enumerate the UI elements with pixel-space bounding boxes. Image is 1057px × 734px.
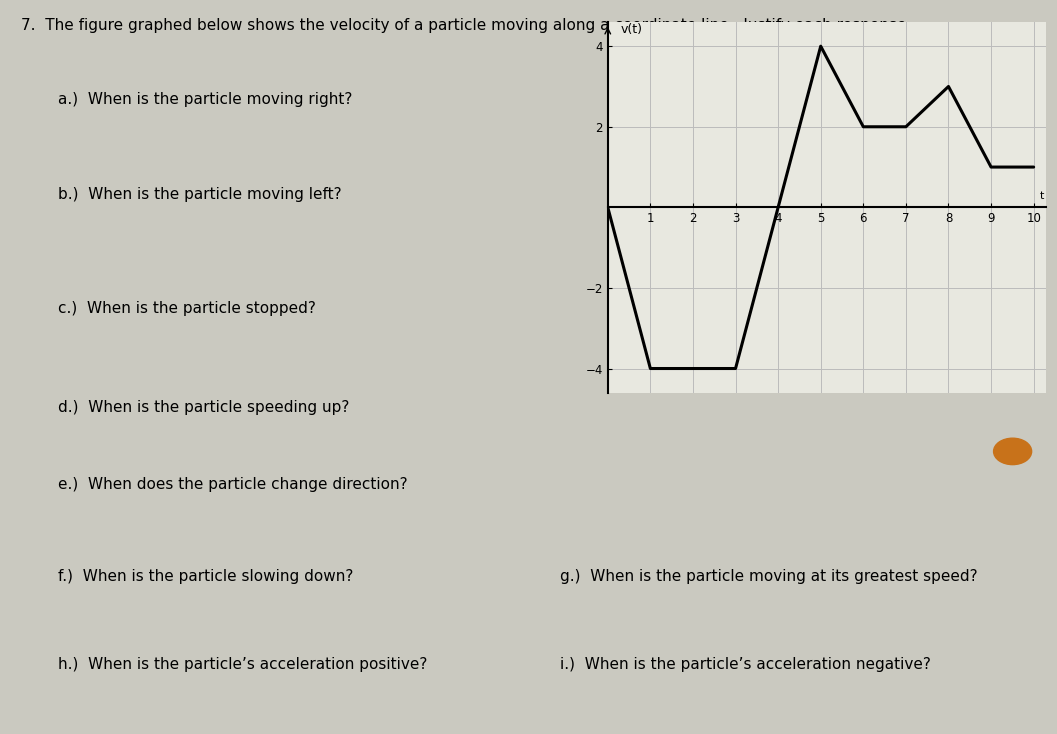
- Text: 7.  The figure graphed below shows the velocity of a particle moving along a coo: 7. The figure graphed below shows the ve…: [21, 18, 911, 33]
- Text: e.)  When does the particle change direction?: e.) When does the particle change direct…: [58, 477, 408, 492]
- Text: i.)  When is the particle’s acceleration negative?: i.) When is the particle’s acceleration …: [560, 657, 931, 672]
- Text: a.)  When is the particle moving right?: a.) When is the particle moving right?: [58, 92, 353, 106]
- Text: b.)  When is the particle moving left?: b.) When is the particle moving left?: [58, 187, 341, 202]
- Text: d.)  When is the particle speeding up?: d.) When is the particle speeding up?: [58, 400, 350, 415]
- Text: v(t): v(t): [620, 23, 643, 36]
- Text: c.)  When is the particle stopped?: c.) When is the particle stopped?: [58, 301, 316, 316]
- Text: g.)  When is the particle moving at its greatest speed?: g.) When is the particle moving at its g…: [560, 569, 978, 584]
- Text: f.)  When is the particle slowing down?: f.) When is the particle slowing down?: [58, 569, 353, 584]
- Text: t: t: [1040, 192, 1044, 201]
- Text: h.)  When is the particle’s acceleration positive?: h.) When is the particle’s acceleration …: [58, 657, 427, 672]
